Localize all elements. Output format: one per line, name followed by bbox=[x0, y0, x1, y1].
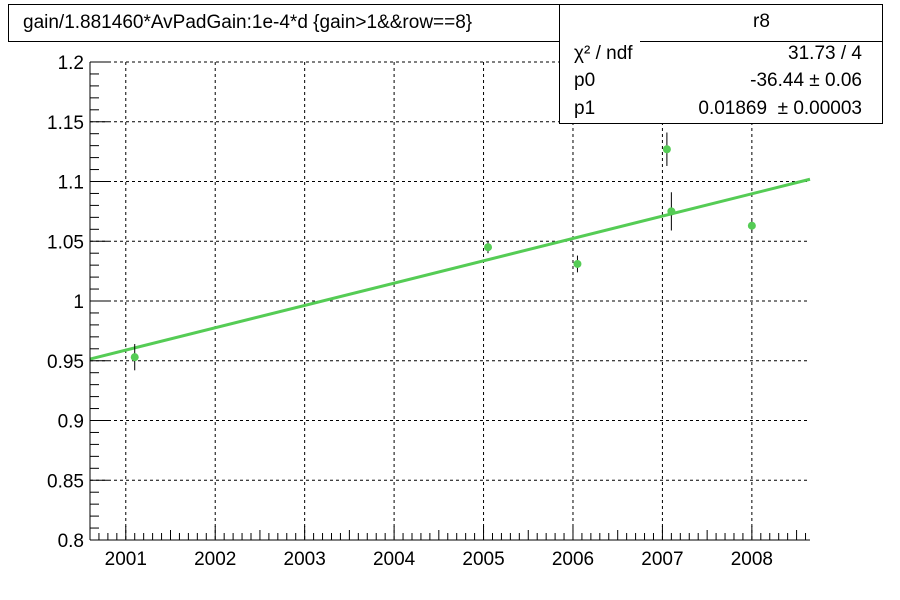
y-tick-label: 1.15 bbox=[47, 113, 84, 134]
stats-box: r8 χ² / ndf 31.73 / 4 p0 -36.44 ± 0.06 p… bbox=[559, 4, 883, 124]
data-point bbox=[662, 145, 671, 154]
x-tick-label: 2004 bbox=[373, 549, 416, 570]
stats-name: r8 bbox=[640, 5, 883, 42]
y-tick-label: 0.95 bbox=[47, 352, 84, 373]
y-tick-label: 0.85 bbox=[47, 471, 84, 492]
grid-lines bbox=[90, 61, 810, 541]
data-point bbox=[747, 221, 756, 230]
stats-label-chi2: χ² / ndf bbox=[574, 43, 633, 64]
x-tick-label: 2001 bbox=[105, 549, 147, 570]
stats-label-p0: p0 bbox=[574, 70, 596, 91]
x-tick-label: 2002 bbox=[194, 549, 236, 570]
x-tick-label: 2006 bbox=[552, 549, 594, 570]
fit-line-group bbox=[89, 177, 811, 361]
stats-row-p0: p0 -36.44 ± 0.06 bbox=[560, 68, 882, 94]
y-tick-label: 0.9 bbox=[58, 412, 84, 433]
y-tick-label: 1.05 bbox=[47, 232, 84, 253]
y-tick-label: 1 bbox=[73, 292, 84, 313]
stats-value-p1: 0.01869 ± 0.00003 bbox=[698, 98, 862, 119]
stats-value-p0: -36.44 ± 0.06 bbox=[750, 70, 862, 91]
y-tick-label: 1.1 bbox=[58, 173, 84, 194]
x-tick-label: 2003 bbox=[284, 549, 326, 570]
stats-value-chi2: 31.73 / 4 bbox=[788, 43, 862, 64]
tick-labels: 0.8 0.85 0.9 0.95 1 1.05 1.1 1.15 1.2 2001 2002 200… bbox=[47, 53, 773, 570]
stats-row-p1: p1 0.01869 ± 0.00003 bbox=[560, 96, 882, 122]
x-tick-label: 2005 bbox=[462, 549, 504, 570]
data-point bbox=[667, 207, 676, 216]
data-point bbox=[484, 243, 493, 252]
y-tick-label: 1.2 bbox=[58, 53, 84, 74]
chart-title: gain/1.881460*AvPadGain:1e-4*d {gain>1&&… bbox=[8, 4, 638, 42]
axes bbox=[89, 61, 810, 541]
fit-line bbox=[89, 177, 811, 361]
x-tick-label: 2007 bbox=[641, 549, 683, 570]
data-point bbox=[130, 353, 139, 362]
data-point bbox=[573, 259, 582, 268]
y-tick-label: 0.8 bbox=[58, 531, 84, 552]
x-tick-label: 2008 bbox=[731, 549, 773, 570]
stats-label-p1: p1 bbox=[574, 98, 596, 119]
data-points bbox=[130, 132, 756, 371]
stats-row-chi2: χ² / ndf 31.73 / 4 bbox=[560, 41, 882, 67]
